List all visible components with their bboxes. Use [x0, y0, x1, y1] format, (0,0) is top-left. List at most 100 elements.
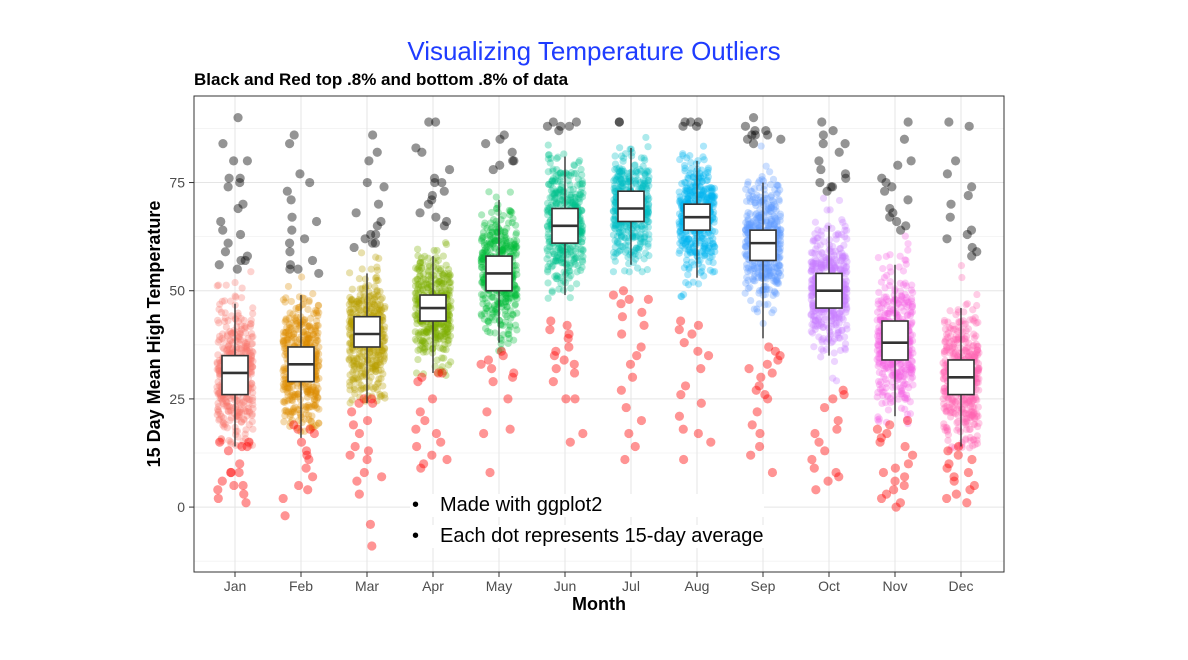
data-point — [445, 273, 453, 281]
data-point — [304, 386, 312, 394]
data-point — [286, 395, 294, 404]
data-point — [372, 357, 381, 365]
data-point — [310, 423, 318, 431]
data-point — [412, 369, 421, 377]
data-point — [440, 320, 448, 329]
data-point — [506, 294, 514, 302]
data-point — [439, 271, 447, 279]
data-point — [445, 312, 454, 320]
data-point — [249, 348, 257, 356]
data-point — [225, 403, 233, 411]
data-point — [421, 276, 430, 284]
data-point — [216, 437, 224, 445]
data-point — [489, 240, 497, 248]
data-point — [380, 391, 389, 399]
data-point — [632, 232, 640, 241]
data-point — [770, 306, 778, 314]
data-point — [615, 144, 624, 152]
data-point — [239, 401, 247, 409]
data-point — [279, 380, 287, 388]
data-point — [282, 316, 290, 324]
data-point — [237, 344, 246, 353]
data-point — [286, 412, 294, 420]
data-point — [309, 386, 317, 394]
data-point — [224, 407, 233, 415]
data-point — [424, 329, 432, 337]
data-point — [354, 375, 362, 383]
data-point — [219, 421, 227, 429]
data-point — [213, 387, 221, 395]
data-point — [224, 407, 232, 415]
data-point — [240, 398, 248, 406]
data-point — [347, 305, 355, 313]
data-point — [640, 154, 648, 162]
data-point — [353, 297, 361, 306]
data-point — [311, 324, 320, 332]
data-point — [219, 330, 227, 338]
data-point — [372, 293, 380, 301]
data-point — [579, 189, 587, 197]
data-point — [362, 306, 370, 314]
data-point — [843, 321, 851, 329]
data-point — [886, 263, 894, 271]
data-point — [694, 172, 702, 180]
data-point — [281, 329, 289, 337]
data-point — [376, 358, 384, 367]
data-point — [817, 248, 826, 256]
data-point — [367, 265, 375, 273]
data-point — [424, 325, 432, 334]
data-point — [356, 306, 364, 314]
data-point — [214, 390, 222, 398]
data-point — [309, 383, 318, 391]
data-point — [350, 357, 358, 366]
data-point — [242, 342, 250, 350]
data-point — [353, 360, 361, 368]
data-point — [493, 298, 502, 306]
data-point — [314, 321, 322, 330]
data-point — [359, 300, 367, 308]
data-point — [284, 327, 293, 335]
data-point — [424, 254, 432, 262]
data-point — [308, 403, 316, 411]
data-point — [291, 336, 300, 344]
data-point — [355, 305, 363, 313]
data-point — [436, 266, 444, 275]
data-point — [376, 390, 384, 399]
data-point — [313, 321, 321, 330]
data-point — [441, 332, 449, 341]
data-point — [830, 251, 838, 259]
data-point — [444, 361, 453, 369]
data-point — [281, 397, 289, 405]
data-point — [350, 383, 358, 392]
data-point — [371, 349, 380, 357]
data-point — [234, 412, 242, 420]
data-point — [374, 276, 382, 285]
data-point — [351, 374, 359, 382]
data-point — [414, 264, 423, 273]
data-point — [362, 384, 370, 392]
data-point — [311, 390, 319, 398]
data-point — [234, 337, 242, 345]
data-point — [315, 309, 323, 317]
data-point — [376, 287, 384, 296]
data-point — [279, 338, 287, 346]
data-point — [808, 249, 817, 257]
data-point — [231, 292, 239, 300]
data-point — [962, 301, 970, 309]
data-point — [249, 405, 257, 413]
data-point — [214, 407, 223, 415]
data-point — [307, 314, 315, 322]
data-point — [218, 437, 226, 445]
data-point — [237, 326, 246, 334]
data-point — [357, 359, 365, 367]
data-point — [346, 269, 354, 277]
data-point — [377, 360, 385, 369]
data-point — [617, 167, 626, 175]
data-point — [373, 273, 381, 281]
data-point — [904, 311, 912, 319]
data-point — [249, 425, 257, 433]
data-point — [348, 361, 356, 369]
data-point — [616, 246, 625, 254]
data-point — [227, 312, 236, 320]
data-point — [314, 393, 322, 401]
